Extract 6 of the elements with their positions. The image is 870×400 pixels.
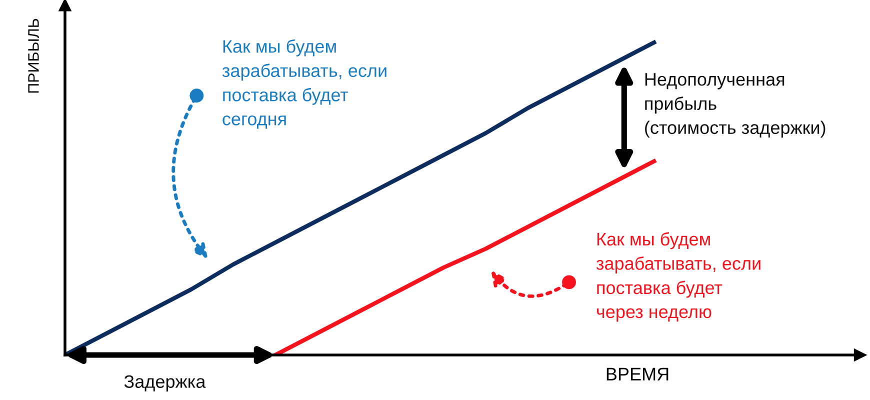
y-axis-title: ПРИБЫЛЬ <box>28 18 39 93</box>
annotation: Недополученная прибыль (стоимость задержки) <box>645 73 826 138</box>
x-axis-title: ВРЕМЯ <box>606 368 668 380</box>
annotation: Как мы будем зарабатывать, если поставка будет через неделю <box>596 232 760 322</box>
annotation: Как мы будем зарабатывать, если поставка будет сегодня <box>222 39 386 129</box>
text: Задержка <box>124 375 206 392</box>
